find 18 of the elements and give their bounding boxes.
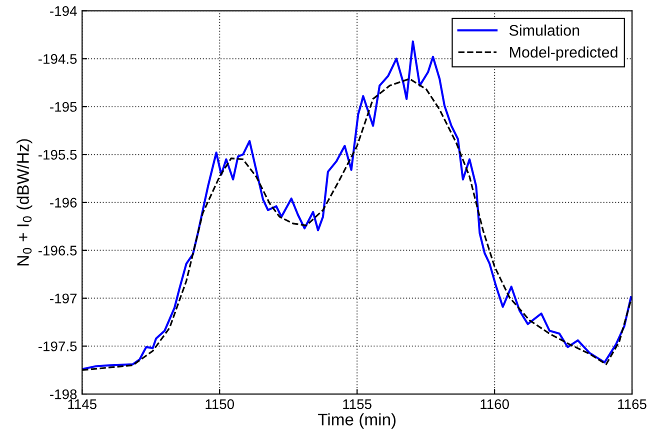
y-tick-label: -197 [50,294,77,304]
legend-label: Simulation [509,24,580,36]
y-tick-label: -195.5 [38,150,77,160]
x-tick-label: 1165 [618,399,646,410]
x-tick-label: 1150 [206,399,234,410]
x-axis-title: Time (min) [318,413,396,429]
x-tick-label: 1145 [68,399,96,410]
y-tick-label: -196.5 [38,246,77,256]
y-tick-label: -195 [50,102,77,112]
y-tick-label: -196 [50,198,77,208]
x-tick-label: 1155 [343,399,372,410]
y-tick-label: -198 [50,389,77,400]
y-tick-label: -197.5 [38,341,77,352]
y-axis-title: N$_{0}$ + I$_{0}$ (dBW/Hz) [16,139,32,266]
x-tick-label: 1160 [480,399,509,410]
y-tick-label: -194 [50,6,77,16]
y-tick-label: -194.5 [38,54,77,64]
legend-label: Model-predicted [510,46,618,61]
